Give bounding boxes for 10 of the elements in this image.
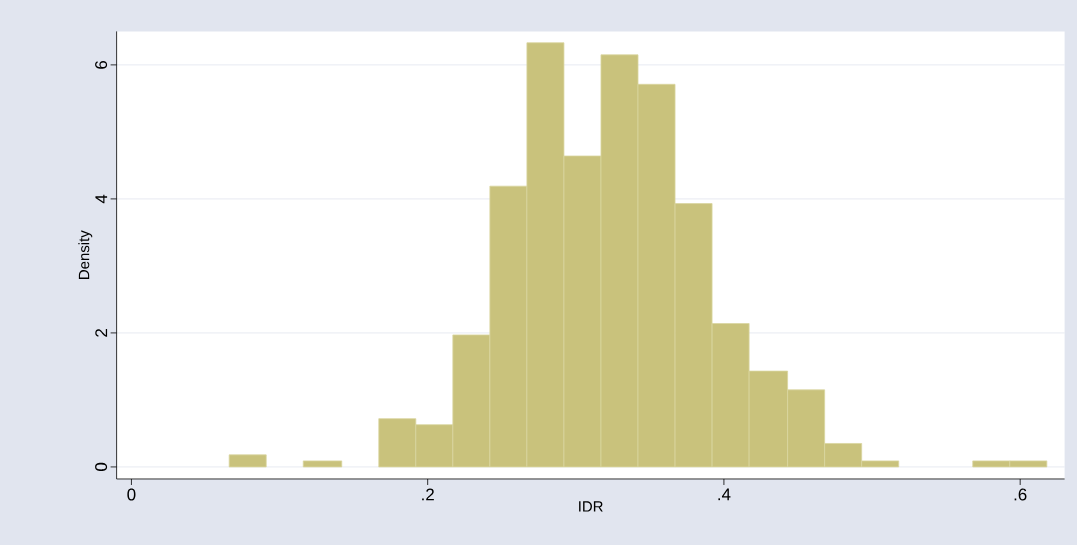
- y-tick-label: 2: [95, 329, 108, 337]
- x-tick-label: 0: [127, 488, 136, 501]
- x-tick-label: .6: [1014, 488, 1027, 501]
- x-tick-label: .4: [718, 488, 731, 501]
- y-tick-label: 4: [95, 194, 108, 204]
- x-axis-title: IDR: [579, 501, 603, 512]
- y-axis-title: Density: [78, 230, 93, 279]
- x-tick-label: .2: [422, 488, 434, 501]
- y-tick-label: 6: [95, 60, 108, 69]
- y-tick-label: 0: [95, 462, 108, 471]
